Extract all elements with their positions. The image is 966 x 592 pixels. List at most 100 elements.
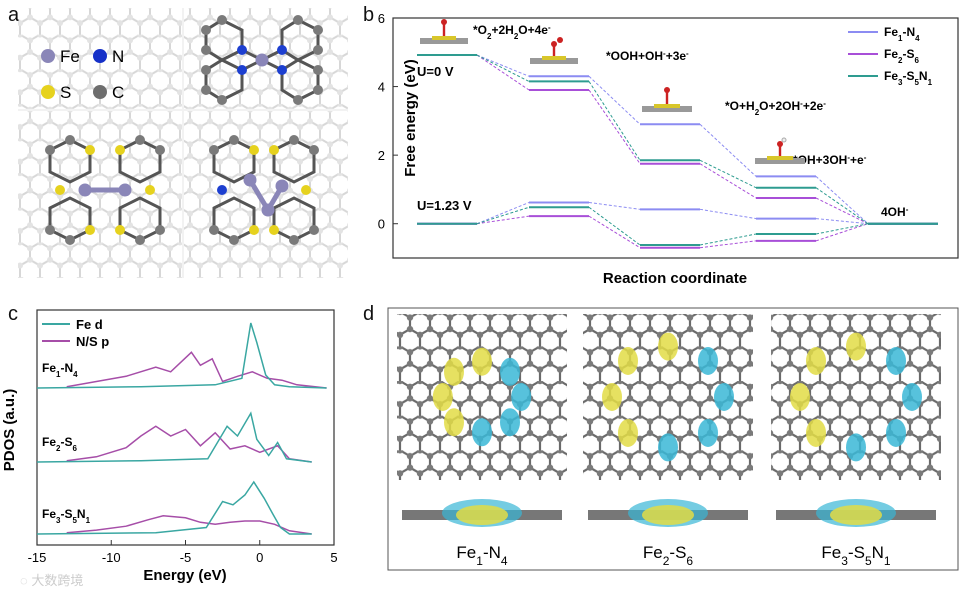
- pdos-curves: Fe1-N4 Fe2-S6 Fe3-S5N1: [36, 322, 327, 535]
- legend-s-dot: [41, 85, 55, 99]
- structure-fe2-s6: [45, 135, 165, 245]
- fe-atom: [255, 53, 269, 67]
- isosurface-0-3: [500, 408, 520, 437]
- structure-label-1: Fe2-S6: [643, 543, 694, 568]
- isosurface-1-5: [658, 433, 678, 462]
- connector-u0-s2: [699, 159, 757, 189]
- energy-levels: [417, 54, 938, 249]
- isosurface-2-4: [846, 332, 866, 361]
- connector-u0-s2: [815, 187, 869, 225]
- system-label-1: Fe2-S6: [42, 435, 77, 453]
- panel-label-c: c: [8, 303, 18, 325]
- isosurface-1-3: [698, 419, 718, 447]
- y-tick-label: 0: [378, 217, 385, 232]
- plot-frame: [392, 17, 959, 259]
- isosurface-1-6: [602, 383, 622, 411]
- connector-u123-s1: [815, 223, 869, 242]
- legend-fe-label: Fe: [60, 47, 80, 66]
- panel-d: Fe1-N4 Fe2-S6 Fe3-S5N1: [387, 307, 959, 571]
- connector-u123-s1: [699, 240, 757, 249]
- top-view-0: [397, 314, 567, 480]
- panel-d-frame: [387, 307, 959, 571]
- connector-u0-s0: [588, 75, 641, 125]
- x-tick-label: -5: [180, 550, 192, 565]
- pdos-fe_d-0: [36, 322, 327, 389]
- connector-u0-s1: [588, 89, 641, 164]
- structure-label-0: Fe1-N4: [456, 543, 507, 568]
- step1-label: *O2+2H2O+4e-: [473, 23, 551, 41]
- side-isosurface-yellow-0: [456, 505, 508, 525]
- legend-n-label: N: [112, 47, 124, 66]
- adsorbate-models: [420, 19, 805, 164]
- atom-legend: Fe N S C: [41, 47, 124, 102]
- step3-label: *O+H2O+2OH-+2e-: [725, 99, 826, 117]
- isosurface-2-7: [902, 383, 922, 411]
- panel-a: Fe N S C: [18, 8, 348, 278]
- connector-u123-s1: [476, 215, 530, 225]
- legend-c-dot: [93, 85, 107, 99]
- legend-label-0: Fe1-N4: [884, 25, 920, 43]
- connector-u123-s2: [476, 206, 530, 225]
- y-tick-label: 6: [378, 11, 385, 26]
- isosurface-2-5: [846, 433, 866, 462]
- connector-u123-s2: [699, 233, 757, 246]
- structure-fe3-s5n1: [209, 135, 319, 245]
- isosurface-2-6: [790, 383, 810, 411]
- watermark: ◌ 大数跨境: [20, 573, 83, 588]
- side-isosurface-yellow-1: [642, 505, 694, 525]
- legend-c-label: C: [112, 83, 124, 102]
- legend-label-1: Fe2-S6: [884, 47, 919, 65]
- watermark-text: 大数跨境: [31, 573, 83, 588]
- step5-label: 4OH-: [881, 205, 909, 220]
- pdos-ns_p-0: [66, 351, 327, 389]
- connector-u123-s0: [476, 201, 530, 225]
- connector-u0-s0: [815, 176, 869, 225]
- legend-fe-dot: [41, 49, 55, 63]
- x-tick-label: -15: [28, 550, 47, 565]
- connector-u0-s1: [476, 54, 530, 91]
- y-axis-ticks: 0 2 4 6: [378, 11, 398, 232]
- y-axis-label: Free energy (eV): [402, 59, 419, 177]
- system-label-0: Fe1-N4: [42, 361, 78, 379]
- isosurface-2-1: [886, 347, 906, 375]
- legend-label-2: Fe3-S5N1: [884, 69, 933, 87]
- isosurface-1-2: [618, 419, 638, 447]
- x-tick-label: 0: [256, 550, 263, 565]
- u123-label: U=1.23 V: [417, 198, 472, 213]
- structure-fe1-n4: [201, 15, 323, 105]
- connector-u0-s2: [476, 54, 530, 82]
- isosurface-1-0: [618, 347, 638, 375]
- side-isosurface-yellow-2: [830, 505, 882, 525]
- charge-density-images: Fe1-N4 Fe2-S6 Fe3-S5N1: [397, 314, 941, 568]
- isosurface-0-4: [472, 347, 492, 376]
- x-axis-ticks: -15 -10 -5 0 5: [28, 540, 338, 565]
- isosurface-1-1: [698, 347, 718, 375]
- connector-u0-s0: [699, 123, 757, 177]
- connector-u0-s2: [588, 81, 641, 161]
- panel-label-a: a: [8, 4, 20, 26]
- x-axis-label: Reaction coordinate: [603, 270, 747, 287]
- x-axis-label: Energy (eV): [143, 567, 226, 584]
- panel-b-free-energy-chart: Free energy (eV) Reaction coordinate 0 2 4…: [378, 11, 959, 287]
- connector-u123-s0: [815, 218, 869, 225]
- u0-label: U=0 V: [417, 64, 454, 79]
- isosurface-1-7: [714, 383, 734, 411]
- x-tick-label: -10: [102, 550, 121, 565]
- isosurface-2-0: [806, 347, 826, 375]
- x-tick-label: 5: [330, 550, 337, 565]
- legend-label-0: Fe d: [76, 317, 103, 332]
- connector-u123-s0: [699, 208, 757, 220]
- isosurface-0-2: [444, 408, 464, 437]
- pdos-fe_d-2: [36, 480, 312, 535]
- isosurface-0-5: [472, 418, 492, 447]
- connector-u0-s1: [815, 197, 869, 225]
- pdos-fe_d-1: [36, 411, 312, 463]
- legend: Fe1-N4 Fe2-S6 Fe3-S5N1: [848, 25, 933, 87]
- y-tick-label: 4: [378, 80, 385, 95]
- connector-u123-s1: [588, 215, 641, 249]
- connector-u123-s2: [815, 223, 869, 235]
- panel-c-pdos-chart: PDOS (a.u.) Energy (eV) -15 -10 -5 0 5 Fe d N…: [1, 309, 338, 584]
- step2-label: *OOH+OH-+3e-: [606, 49, 689, 64]
- y-tick-label: 2: [378, 148, 385, 163]
